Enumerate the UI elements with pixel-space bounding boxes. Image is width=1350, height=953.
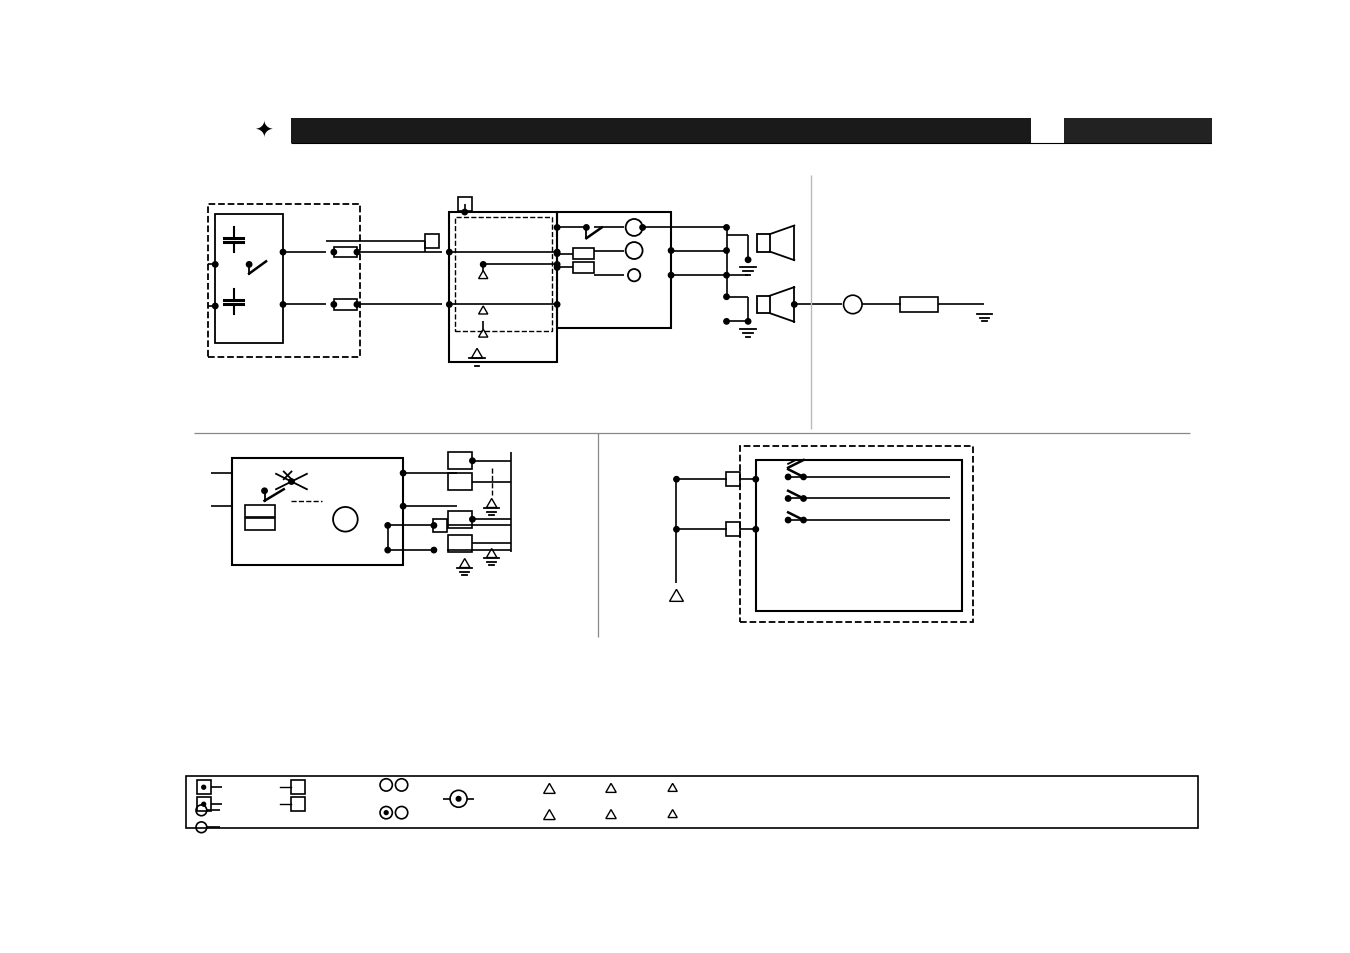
Circle shape — [289, 479, 294, 485]
Circle shape — [745, 258, 751, 263]
Circle shape — [801, 517, 806, 523]
Bar — [448, 453, 472, 470]
Bar — [232, 459, 404, 565]
Circle shape — [791, 302, 796, 308]
Circle shape — [724, 249, 729, 253]
Bar — [899, 297, 938, 313]
Circle shape — [555, 250, 560, 255]
Bar — [433, 519, 447, 533]
Bar — [1064, 119, 1211, 144]
Bar — [450, 213, 558, 363]
Circle shape — [331, 250, 336, 255]
Circle shape — [801, 497, 806, 501]
Circle shape — [674, 477, 679, 482]
Circle shape — [640, 226, 645, 231]
Bar — [197, 798, 211, 811]
Bar — [756, 460, 963, 611]
Circle shape — [786, 497, 791, 501]
Circle shape — [555, 302, 560, 308]
Circle shape — [281, 302, 286, 308]
Circle shape — [481, 262, 486, 268]
Circle shape — [668, 274, 674, 278]
Bar — [292, 781, 305, 795]
Bar — [448, 535, 472, 552]
Bar — [757, 235, 769, 253]
Text: ✦: ✦ — [254, 121, 273, 141]
Bar — [215, 214, 284, 344]
Circle shape — [801, 475, 806, 480]
Bar — [572, 263, 594, 274]
Circle shape — [201, 785, 205, 789]
Bar — [558, 213, 671, 328]
Circle shape — [583, 226, 589, 231]
Circle shape — [385, 811, 387, 815]
Bar — [726, 523, 740, 537]
Circle shape — [212, 262, 217, 268]
Bar — [186, 776, 1197, 828]
Bar — [333, 300, 356, 311]
Bar — [292, 798, 305, 811]
Circle shape — [201, 802, 205, 806]
Circle shape — [447, 250, 452, 255]
Circle shape — [462, 210, 467, 215]
Bar — [292, 119, 1030, 144]
Bar — [455, 218, 552, 332]
Circle shape — [753, 527, 759, 533]
Circle shape — [668, 249, 674, 253]
Bar — [726, 473, 740, 487]
Circle shape — [753, 477, 759, 482]
Circle shape — [555, 252, 560, 257]
Circle shape — [401, 471, 406, 476]
Bar — [572, 249, 594, 260]
Bar — [246, 505, 274, 517]
Bar — [425, 235, 439, 249]
Bar — [458, 198, 471, 213]
Circle shape — [247, 262, 252, 268]
Bar — [448, 511, 472, 528]
Circle shape — [456, 797, 460, 801]
Circle shape — [331, 302, 336, 308]
Bar — [208, 205, 360, 357]
Circle shape — [674, 527, 679, 533]
Circle shape — [470, 517, 475, 522]
Circle shape — [555, 266, 560, 271]
Circle shape — [385, 548, 390, 553]
Circle shape — [470, 458, 475, 464]
Circle shape — [724, 294, 729, 300]
Bar — [757, 296, 769, 314]
Circle shape — [354, 250, 359, 255]
Circle shape — [281, 250, 286, 255]
Circle shape — [745, 319, 751, 325]
Bar — [740, 447, 973, 622]
Circle shape — [354, 302, 359, 308]
Circle shape — [262, 489, 267, 494]
Bar — [333, 248, 356, 258]
Circle shape — [447, 302, 452, 308]
Circle shape — [401, 504, 406, 509]
Circle shape — [385, 523, 390, 529]
Circle shape — [555, 226, 560, 231]
Circle shape — [431, 523, 436, 529]
Circle shape — [724, 274, 729, 278]
Circle shape — [212, 304, 217, 310]
Circle shape — [724, 319, 729, 325]
Circle shape — [724, 226, 729, 231]
Circle shape — [431, 548, 436, 553]
Circle shape — [555, 262, 560, 268]
Circle shape — [786, 475, 791, 480]
Bar — [197, 781, 211, 795]
Bar — [448, 474, 472, 491]
Bar — [246, 518, 274, 531]
Circle shape — [786, 517, 791, 523]
